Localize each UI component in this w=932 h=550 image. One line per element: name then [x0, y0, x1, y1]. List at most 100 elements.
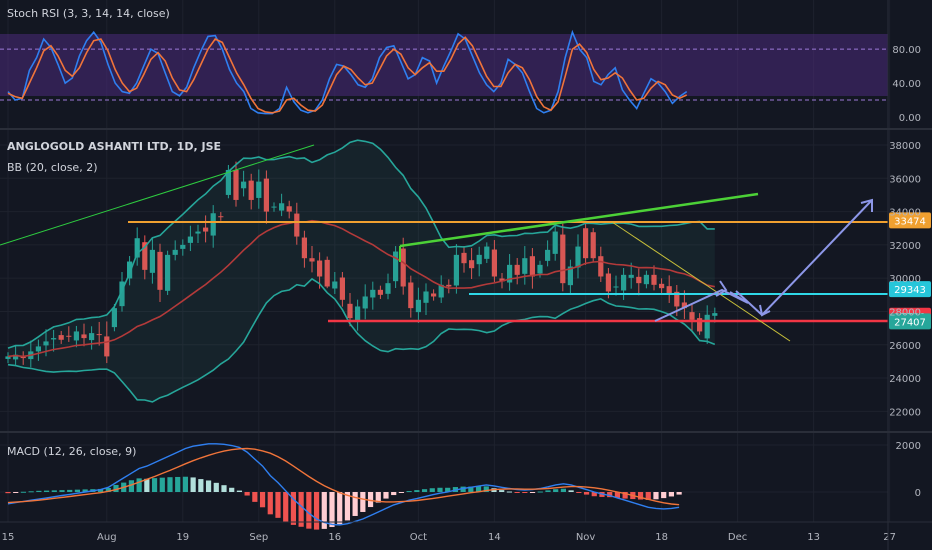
candle-body [469, 260, 475, 269]
macd-histogram-bar [475, 486, 482, 492]
candle-body [408, 282, 414, 309]
macd-histogram-bar [576, 492, 582, 493]
macd-histogram-bar [267, 492, 273, 515]
macd-histogram-bar [82, 489, 88, 492]
candle-body [35, 346, 41, 352]
candle-body [659, 283, 665, 289]
candle-body [712, 313, 718, 316]
candle-body [256, 181, 262, 198]
candle-body [332, 281, 338, 289]
price-tick-label: 34000 [889, 208, 921, 219]
candle-body [666, 286, 672, 295]
candle-body [560, 234, 566, 284]
candle-body [241, 181, 247, 189]
candle-body [613, 286, 619, 288]
macd-histogram-bar [198, 479, 204, 492]
price-tag-box [889, 212, 931, 229]
price-tag-label: 27407 [894, 317, 926, 328]
candle-body [446, 284, 452, 287]
candle-body [423, 291, 429, 303]
macd-histogram-bar [421, 489, 428, 492]
candle-body [324, 259, 330, 287]
candle-body [552, 231, 558, 254]
macd-histogram-bar [182, 476, 189, 492]
macd-histogram-bar [529, 492, 536, 493]
candle-body [545, 249, 551, 261]
macd-histogram-bar [522, 492, 528, 493]
candle-body [522, 258, 528, 274]
candle-body [187, 236, 193, 243]
macd-histogram-bar [28, 491, 34, 493]
stoch-tick-label: 40.00 [892, 79, 921, 90]
price-pane: 33474293432773927407 [0, 139, 931, 403]
macd-histogram-bar [414, 490, 420, 492]
macd-histogram-bar [637, 492, 644, 500]
candle-body [491, 249, 497, 277]
macd-histogram-bar [190, 477, 196, 492]
date-tick-label: Oct [410, 532, 427, 543]
candle-body [20, 356, 26, 359]
candle-body [81, 334, 87, 339]
candle-body [203, 227, 209, 232]
macd-histogram-bar [20, 491, 27, 493]
candle-body [279, 203, 285, 211]
candle-body [484, 246, 490, 259]
candle-body [248, 180, 254, 200]
macd-histogram-bar [51, 490, 57, 492]
macd-histogram-bar [5, 492, 11, 494]
candle-body [195, 231, 201, 234]
candle-body [689, 312, 695, 320]
bb-fill [8, 140, 715, 402]
macd-line [7, 443, 680, 526]
candle-body [651, 274, 657, 285]
macd-pane [5, 443, 682, 530]
candle-body [149, 249, 155, 273]
trendline-green-thin [0, 144, 315, 246]
price-tick-label: 28000 [889, 307, 921, 318]
macd-histogram-bar [74, 489, 81, 492]
axis-labels: 15 Aug 19 Sep 16 Oct 14 Nov 18 Dec 13 27 38000 36000 3… [2, 45, 921, 543]
macd-histogram-bar [514, 492, 520, 493]
candle-body [476, 254, 482, 265]
macd-label: MACD (12, 26, close, 9) [7, 445, 136, 458]
candle-body [218, 216, 224, 218]
macd-histogram-bar [43, 490, 50, 492]
candle-body [697, 318, 703, 332]
stoch-label: Stoch RSI (3, 3, 14, 14, close) [7, 7, 170, 20]
candle-body [5, 356, 11, 359]
macd-histogram-bar [653, 492, 659, 500]
candle-body [537, 264, 543, 274]
stoch-d-line [7, 36, 688, 114]
candle-body [674, 291, 680, 307]
candle-body [165, 254, 171, 291]
price-tick-label: 24000 [889, 374, 921, 385]
candle-body [263, 178, 269, 212]
candle-body [628, 274, 634, 278]
macd-histogram-bar [59, 490, 65, 492]
candle-body [73, 331, 79, 341]
macd-histogram-bar [661, 492, 667, 499]
candle-body [590, 232, 596, 259]
candle-body [225, 169, 231, 195]
macd-histogram-bar [668, 492, 675, 497]
candle-body [567, 266, 573, 286]
candle-body [499, 278, 505, 282]
macd-histogram-bar [583, 492, 590, 495]
macd-histogram-bar [205, 480, 212, 492]
candle-body [507, 264, 513, 283]
candle-body [621, 274, 627, 291]
candle-body [317, 260, 323, 277]
candle-body [96, 334, 102, 336]
date-tick-label: 18 [655, 532, 668, 543]
macd-histogram-bar [460, 486, 466, 492]
macd-histogram-bar [321, 492, 327, 529]
projection-arrowhead-2 [759, 304, 771, 317]
trendline-yellow [611, 221, 791, 342]
candle-body [385, 283, 391, 294]
price-tick-label: 22000 [889, 407, 921, 418]
macd-histogram-bar [259, 492, 266, 508]
macd-histogram-bar [553, 489, 559, 492]
candle-body [681, 302, 687, 309]
candle-body [453, 254, 459, 286]
